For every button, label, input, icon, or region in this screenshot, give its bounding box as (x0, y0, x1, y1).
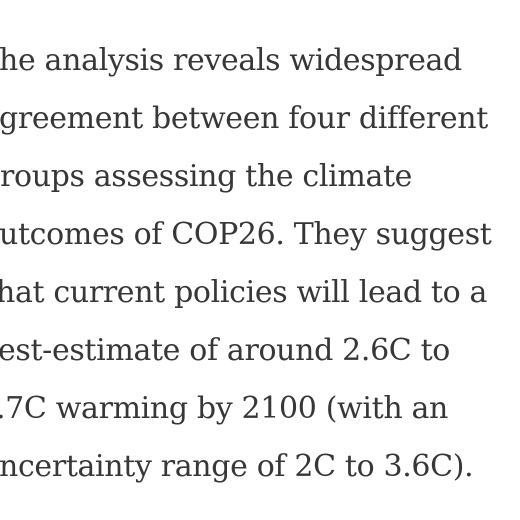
paragraph-line-4: utcomes of COP26. They suggest (0, 217, 492, 252)
paragraph-line-3: roups assessing the climate (0, 159, 413, 194)
paragraph-line-5: hat current policies will lead to a (0, 275, 488, 310)
paragraph-line-2: greement between four different (0, 101, 488, 136)
paragraph-line-1: he analysis reveals widespread (0, 43, 462, 78)
paragraph-line-6: est-estimate of around 2.6C to (0, 333, 451, 368)
paragraph-line-8: ncertainty range of 2C to 3.6C). (0, 449, 474, 484)
paragraph-line-7: .7C warming by 2100 (with an (0, 391, 448, 426)
